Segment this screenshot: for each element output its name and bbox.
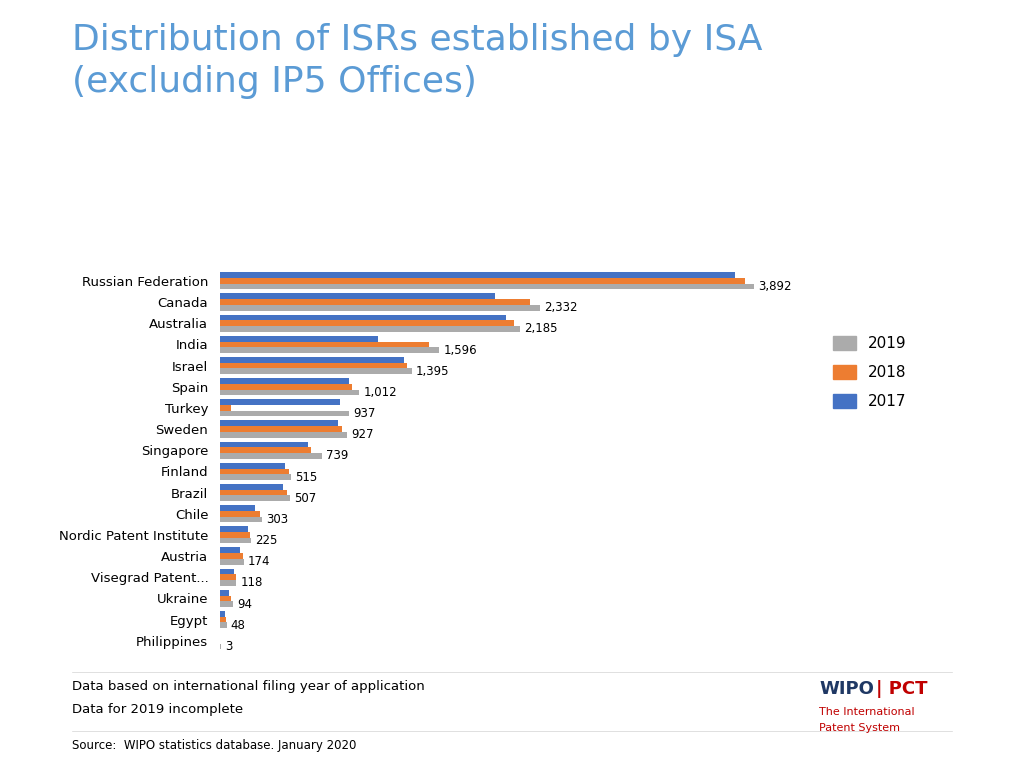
Bar — [220, 342, 429, 347]
Bar — [220, 538, 251, 544]
Bar — [220, 293, 495, 300]
Text: 174: 174 — [248, 555, 270, 568]
Bar — [220, 278, 744, 283]
Text: Source:  WIPO statistics database. January 2020: Source: WIPO statistics database. Januar… — [72, 739, 356, 752]
Bar — [220, 617, 226, 622]
Text: The International: The International — [819, 707, 914, 717]
Bar — [220, 590, 229, 595]
Bar — [220, 273, 735, 278]
Bar — [220, 442, 308, 447]
Bar — [220, 463, 285, 468]
Bar — [220, 369, 412, 374]
Bar — [220, 622, 226, 628]
Text: 927: 927 — [351, 429, 374, 442]
Bar — [220, 315, 506, 320]
Text: 118: 118 — [241, 577, 263, 590]
Text: | PCT: | PCT — [876, 680, 927, 697]
Text: 2,332: 2,332 — [545, 301, 578, 314]
Bar — [220, 484, 284, 490]
Bar — [220, 559, 244, 564]
Bar — [220, 553, 243, 559]
Bar — [220, 336, 378, 342]
Text: 507: 507 — [294, 492, 316, 505]
Bar — [220, 532, 250, 538]
Text: 2,185: 2,185 — [524, 323, 558, 336]
Bar — [220, 548, 241, 553]
Bar — [220, 305, 541, 310]
Bar — [220, 526, 248, 532]
Text: Patent System: Patent System — [819, 723, 900, 733]
Text: 48: 48 — [230, 619, 246, 632]
Text: 1,395: 1,395 — [416, 365, 450, 378]
Text: 3: 3 — [224, 640, 232, 653]
Bar — [220, 568, 233, 574]
Bar — [220, 495, 290, 502]
Bar — [220, 362, 407, 369]
Text: 303: 303 — [266, 513, 288, 526]
Bar — [220, 384, 352, 389]
Bar — [220, 326, 520, 332]
Bar — [220, 453, 322, 458]
Text: 1,012: 1,012 — [364, 386, 397, 399]
Bar — [220, 505, 255, 511]
Bar — [220, 411, 349, 416]
Bar — [220, 378, 349, 384]
Bar — [220, 347, 439, 353]
Bar — [220, 389, 359, 396]
Bar — [220, 468, 289, 475]
Bar — [220, 601, 233, 607]
Text: 225: 225 — [255, 534, 278, 547]
Bar — [220, 447, 310, 453]
Text: WIPO: WIPO — [819, 680, 874, 697]
Text: 515: 515 — [295, 471, 317, 484]
Bar — [220, 426, 342, 432]
Text: Data based on international filing year of application: Data based on international filing year … — [72, 680, 424, 693]
Text: Data for 2019 incomplete: Data for 2019 incomplete — [72, 703, 243, 716]
Bar — [220, 300, 530, 305]
Bar — [220, 399, 340, 405]
Bar — [220, 490, 288, 495]
Bar — [220, 517, 262, 522]
Bar — [220, 595, 230, 601]
Bar — [220, 432, 347, 438]
Text: 937: 937 — [353, 407, 375, 420]
Bar — [220, 405, 231, 411]
Legend: 2019, 2018, 2017: 2019, 2018, 2017 — [826, 330, 912, 415]
Bar — [220, 320, 514, 326]
Text: 94: 94 — [238, 598, 252, 611]
Text: 1,596: 1,596 — [443, 343, 477, 356]
Bar — [220, 475, 291, 480]
Bar — [220, 357, 404, 362]
Bar — [220, 511, 260, 517]
Bar — [220, 420, 338, 426]
Bar — [220, 574, 236, 580]
Text: 739: 739 — [326, 449, 348, 462]
Bar — [220, 611, 225, 617]
Text: 3,892: 3,892 — [759, 280, 792, 293]
Bar — [220, 580, 237, 586]
Bar — [220, 283, 755, 290]
Text: Distribution of ISRs established by ISA
(excluding IP5 Offices): Distribution of ISRs established by ISA … — [72, 23, 762, 99]
